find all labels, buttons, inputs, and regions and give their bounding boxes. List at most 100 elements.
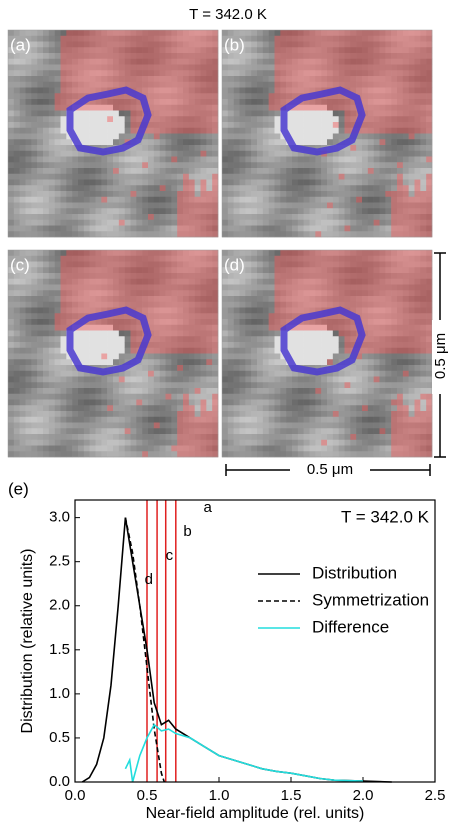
image-pixel bbox=[26, 59, 32, 65]
image-pixel bbox=[304, 162, 310, 168]
image-pixel bbox=[14, 400, 20, 406]
image-pixel bbox=[49, 336, 55, 342]
image-pixel bbox=[333, 42, 339, 48]
image-pixel bbox=[177, 105, 183, 111]
image-pixel bbox=[171, 302, 177, 308]
image-pixel bbox=[339, 331, 345, 337]
image-pixel bbox=[148, 308, 154, 314]
image-pixel bbox=[101, 203, 107, 209]
image-pixel bbox=[201, 59, 207, 65]
image-pixel bbox=[171, 157, 177, 163]
image-pixel bbox=[333, 99, 339, 105]
image-pixel bbox=[269, 285, 275, 291]
image-pixel bbox=[345, 197, 351, 203]
image-pixel bbox=[61, 70, 67, 76]
image-pixel bbox=[385, 428, 391, 434]
image-pixel bbox=[26, 191, 32, 197]
image-pixel bbox=[166, 382, 172, 388]
image-pixel bbox=[257, 371, 263, 377]
image-pixel bbox=[234, 197, 240, 203]
image-pixel bbox=[166, 111, 172, 117]
image-pixel bbox=[228, 191, 234, 197]
image-pixel bbox=[84, 76, 90, 82]
image-pixel bbox=[403, 214, 409, 220]
image-pixel bbox=[321, 65, 327, 71]
image-pixel bbox=[206, 285, 212, 291]
image-pixel bbox=[206, 42, 212, 48]
image-pixel bbox=[420, 76, 426, 82]
image-pixel bbox=[298, 267, 304, 273]
image-pixel bbox=[286, 394, 292, 400]
image-pixel bbox=[380, 197, 386, 203]
image-pixel bbox=[166, 122, 172, 128]
image-pixel bbox=[304, 88, 310, 94]
image-pixel bbox=[397, 128, 403, 134]
image-pixel bbox=[286, 42, 292, 48]
image-pixel bbox=[228, 105, 234, 111]
image-pixel bbox=[43, 417, 49, 423]
image-pixel bbox=[356, 59, 362, 65]
image-pixel bbox=[166, 313, 172, 319]
image-pixel bbox=[101, 273, 107, 279]
image-pixel bbox=[212, 354, 218, 360]
image-pixel bbox=[321, 267, 327, 273]
image-pixel bbox=[84, 162, 90, 168]
image-pixel bbox=[298, 325, 304, 331]
image-pixel bbox=[327, 428, 333, 434]
image-pixel bbox=[304, 388, 310, 394]
image-pixel bbox=[228, 111, 234, 117]
image-pixel bbox=[26, 296, 32, 302]
image-pixel bbox=[131, 174, 137, 180]
image-pixel bbox=[119, 53, 125, 59]
image-pixel bbox=[125, 220, 131, 226]
image-pixel bbox=[20, 134, 26, 140]
image-pixel bbox=[269, 111, 275, 117]
image-pixel bbox=[119, 122, 125, 128]
image-pixel bbox=[212, 434, 218, 440]
image-pixel bbox=[171, 168, 177, 174]
image-pixel bbox=[14, 313, 20, 319]
image-pixel bbox=[234, 446, 240, 452]
image-pixel bbox=[49, 157, 55, 163]
image-pixel bbox=[275, 36, 281, 42]
image-pixel bbox=[107, 256, 113, 262]
image-pixel bbox=[55, 105, 61, 111]
image-pixel bbox=[263, 82, 269, 88]
image-pixel bbox=[245, 157, 251, 163]
image-pixel bbox=[142, 434, 148, 440]
image-pixel bbox=[96, 394, 102, 400]
image-pixel bbox=[154, 400, 160, 406]
image-pixel bbox=[345, 231, 351, 237]
image-pixel bbox=[251, 319, 257, 325]
image-pixel bbox=[43, 267, 49, 273]
image-pixel bbox=[310, 336, 316, 342]
image-pixel bbox=[263, 331, 269, 337]
image-pixel bbox=[409, 42, 415, 48]
image-pixel bbox=[356, 279, 362, 285]
image-pixel bbox=[201, 116, 207, 122]
image-pixel bbox=[166, 423, 172, 429]
image-pixel bbox=[166, 405, 172, 411]
image-pixel bbox=[385, 417, 391, 423]
image-pixel bbox=[37, 88, 43, 94]
image-pixel bbox=[125, 70, 131, 76]
image-pixel bbox=[228, 400, 234, 406]
image-pixel bbox=[43, 382, 49, 388]
image-pixel bbox=[380, 30, 386, 36]
image-pixel bbox=[101, 231, 107, 237]
image-pixel bbox=[286, 302, 292, 308]
image-pixel bbox=[189, 296, 195, 302]
image-pixel bbox=[257, 47, 263, 53]
image-pixel bbox=[397, 122, 403, 128]
image-pixel bbox=[43, 174, 49, 180]
image-pixel bbox=[362, 185, 368, 191]
image-pixel bbox=[189, 423, 195, 429]
image-pixel bbox=[391, 279, 397, 285]
image-pixel bbox=[374, 59, 380, 65]
image-pixel bbox=[136, 296, 142, 302]
image-pixel bbox=[136, 145, 142, 151]
image-pixel bbox=[304, 308, 310, 314]
image-pixel bbox=[148, 400, 154, 406]
image-pixel bbox=[298, 122, 304, 128]
image-pixel bbox=[49, 440, 55, 446]
